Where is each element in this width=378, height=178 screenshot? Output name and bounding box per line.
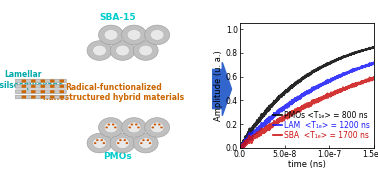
Circle shape: [104, 30, 118, 40]
FancyBboxPatch shape: [22, 80, 26, 82]
FancyBboxPatch shape: [40, 80, 45, 82]
FancyBboxPatch shape: [15, 85, 66, 88]
Circle shape: [147, 139, 149, 141]
Circle shape: [116, 45, 129, 56]
Circle shape: [135, 124, 138, 125]
Circle shape: [133, 133, 158, 153]
Legend: PMOs <T₁ₑ> = 800 ns, LAM  <T₁ₑ> = 1200 ns, SBA  <T₁ₑ> = 1700 ns: PMOs <T₁ₑ> = 800 ns, LAM <T₁ₑ> = 1200 ns…: [271, 109, 372, 142]
Circle shape: [122, 25, 147, 45]
FancyBboxPatch shape: [22, 90, 26, 93]
Circle shape: [104, 122, 118, 133]
FancyBboxPatch shape: [31, 85, 36, 88]
FancyBboxPatch shape: [60, 80, 64, 82]
FancyBboxPatch shape: [60, 90, 64, 93]
Circle shape: [114, 126, 116, 129]
FancyBboxPatch shape: [22, 96, 26, 98]
Circle shape: [127, 30, 141, 40]
FancyBboxPatch shape: [31, 80, 36, 82]
Circle shape: [110, 133, 135, 153]
FancyBboxPatch shape: [15, 90, 66, 93]
Circle shape: [119, 139, 122, 141]
Circle shape: [103, 142, 105, 144]
FancyBboxPatch shape: [22, 85, 26, 88]
Circle shape: [124, 139, 126, 141]
FancyBboxPatch shape: [15, 79, 66, 83]
FancyBboxPatch shape: [60, 85, 64, 88]
Circle shape: [150, 30, 164, 40]
FancyBboxPatch shape: [50, 80, 54, 82]
Circle shape: [154, 124, 156, 125]
FancyBboxPatch shape: [15, 95, 66, 99]
FancyBboxPatch shape: [50, 96, 54, 98]
Text: Radical-functionalized
nanostructured hybrid materials: Radical-functionalized nanostructured hy…: [43, 83, 184, 102]
Circle shape: [145, 118, 170, 137]
Text: PMOs: PMOs: [104, 152, 132, 161]
Circle shape: [99, 25, 124, 45]
Circle shape: [116, 138, 129, 148]
FancyBboxPatch shape: [60, 96, 64, 98]
FancyBboxPatch shape: [50, 90, 54, 93]
Circle shape: [101, 139, 103, 141]
FancyBboxPatch shape: [40, 96, 45, 98]
X-axis label: time (ns): time (ns): [288, 160, 326, 169]
Circle shape: [139, 138, 153, 148]
Circle shape: [117, 142, 119, 144]
FancyBboxPatch shape: [40, 90, 45, 93]
Circle shape: [140, 142, 143, 144]
Text: SBA-15: SBA-15: [100, 13, 136, 22]
Circle shape: [87, 133, 112, 153]
Circle shape: [99, 118, 124, 137]
Circle shape: [127, 122, 141, 133]
Circle shape: [150, 122, 164, 133]
Circle shape: [129, 126, 131, 129]
Circle shape: [160, 126, 163, 129]
Circle shape: [87, 41, 112, 60]
Circle shape: [137, 126, 140, 129]
Circle shape: [112, 124, 115, 125]
Circle shape: [110, 41, 135, 60]
Circle shape: [93, 138, 106, 148]
Circle shape: [142, 139, 145, 141]
FancyArrow shape: [212, 62, 231, 116]
FancyBboxPatch shape: [50, 85, 54, 88]
Circle shape: [108, 124, 110, 125]
Circle shape: [139, 45, 153, 56]
FancyBboxPatch shape: [31, 96, 36, 98]
Circle shape: [158, 124, 161, 125]
Circle shape: [93, 45, 106, 56]
Circle shape: [131, 124, 133, 125]
Circle shape: [133, 41, 158, 60]
Text: Lamellar
polysilsesquioxane: Lamellar polysilsesquioxane: [0, 70, 64, 90]
FancyBboxPatch shape: [31, 90, 36, 93]
FancyBboxPatch shape: [40, 85, 45, 88]
Circle shape: [105, 126, 108, 129]
Circle shape: [96, 139, 99, 141]
Circle shape: [149, 142, 151, 144]
Circle shape: [94, 142, 96, 144]
Circle shape: [152, 126, 154, 129]
Circle shape: [126, 142, 128, 144]
Circle shape: [122, 118, 147, 137]
Circle shape: [145, 25, 170, 45]
Y-axis label: Amplitude (u. a.): Amplitude (u. a.): [214, 50, 223, 121]
